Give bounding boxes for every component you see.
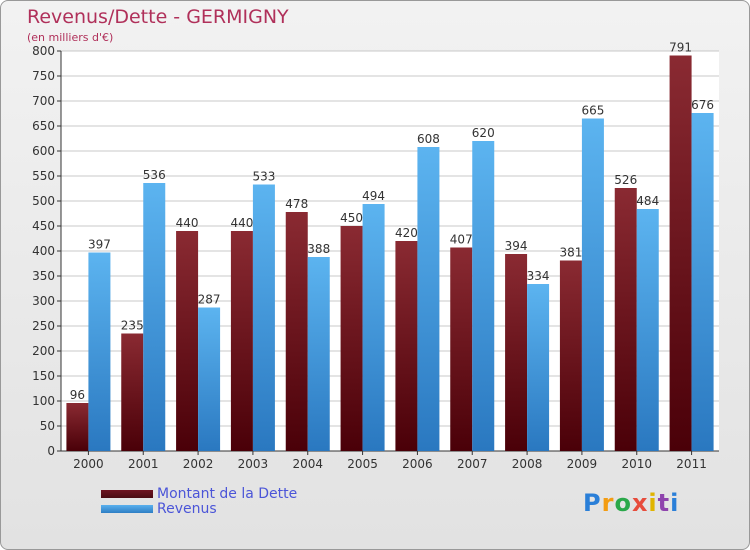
- bar-revenue: [581, 118, 604, 451]
- bar-debt: [285, 212, 308, 451]
- bar-revenue: [198, 307, 221, 451]
- proxiti-logo: Proxiti: [583, 489, 680, 517]
- bar-debt: [669, 55, 692, 451]
- y-tick-label: 100: [32, 394, 55, 408]
- data-label-debt: 381: [559, 246, 582, 260]
- bar-debt: [121, 333, 144, 451]
- y-tick-label: 750: [32, 69, 55, 83]
- y-tick-label: 200: [32, 344, 55, 358]
- data-label-debt: 478: [285, 197, 308, 211]
- x-tick-label: 2011: [676, 457, 707, 471]
- y-tick-label: 550: [32, 169, 55, 183]
- data-label-debt: 450: [340, 211, 363, 225]
- data-label-revenue: 620: [472, 126, 495, 140]
- data-label-revenue: 484: [636, 194, 659, 208]
- x-tick-label: 2007: [457, 457, 488, 471]
- data-label-revenue: 533: [252, 170, 275, 184]
- data-label-debt: 791: [669, 41, 692, 55]
- bar-debt: [614, 188, 637, 451]
- data-label-revenue: 397: [88, 238, 111, 252]
- x-tick-label: 2001: [128, 457, 159, 471]
- data-label-revenue: 536: [143, 168, 166, 182]
- data-label-revenue: 287: [198, 293, 221, 307]
- bar-revenue: [143, 183, 166, 451]
- x-tick-label: 2009: [567, 457, 598, 471]
- legend-item-debt: Montant de la Dette: [101, 487, 297, 502]
- y-tick-label: 0: [47, 444, 55, 458]
- chart-subtitle: (en milliers d'€): [27, 31, 114, 44]
- y-tick-label: 50: [40, 419, 55, 433]
- data-label-revenue: 494: [362, 189, 385, 203]
- chart-title: Revenus/Dette - GERMIGNY: [27, 6, 289, 28]
- data-label-revenue: 676: [691, 98, 714, 112]
- bar-debt: [176, 231, 199, 451]
- y-tick-label: 650: [32, 119, 55, 133]
- legend: Montant de la Dette Revenus: [101, 487, 297, 517]
- bar-revenue: [362, 204, 385, 451]
- x-tick-label: 2008: [512, 457, 543, 471]
- bar-debt: [395, 241, 418, 451]
- y-tick-label: 450: [32, 219, 55, 233]
- data-label-debt: 96: [70, 388, 85, 402]
- x-tick-label: 2002: [183, 457, 214, 471]
- bar-revenue: [527, 284, 550, 451]
- legend-label-debt: Montant de la Dette: [157, 486, 298, 502]
- x-tick-label: 2005: [347, 457, 378, 471]
- y-tick-label: 400: [32, 244, 55, 258]
- legend-label-revenue: Revenus: [157, 501, 217, 517]
- y-tick-label: 500: [32, 194, 55, 208]
- bar-debt: [66, 403, 89, 451]
- y-tick-label: 800: [32, 44, 55, 58]
- data-label-revenue: 388: [307, 242, 330, 256]
- legend-swatch-revenue: [101, 505, 153, 513]
- bar-debt: [450, 247, 473, 451]
- y-tick-label: 350: [32, 269, 55, 283]
- data-label-debt: 440: [176, 216, 199, 230]
- data-label-debt: 526: [614, 173, 637, 187]
- bar-revenue: [417, 147, 440, 451]
- bar-revenue: [88, 252, 111, 451]
- data-label-debt: 420: [395, 226, 418, 240]
- bar-revenue: [472, 141, 495, 451]
- data-label-revenue: 608: [417, 132, 440, 146]
- bar-debt: [505, 254, 528, 451]
- y-tick-label: 300: [32, 294, 55, 308]
- bar-debt: [340, 226, 363, 451]
- bar-debt: [559, 260, 582, 451]
- x-tick-label: 2004: [292, 457, 323, 471]
- y-tick-label: 700: [32, 94, 55, 108]
- x-tick-label: 2006: [402, 457, 433, 471]
- x-tick-label: 2010: [621, 457, 652, 471]
- bar-revenue: [636, 209, 659, 451]
- bar-revenue: [252, 184, 275, 451]
- data-label-debt: 440: [230, 216, 253, 230]
- legend-swatch-debt: [101, 490, 153, 498]
- legend-item-revenue: Revenus: [101, 502, 297, 517]
- y-tick-label: 600: [32, 144, 55, 158]
- y-tick-label: 150: [32, 369, 55, 383]
- data-label-debt: 235: [121, 319, 144, 333]
- bar-revenue: [307, 257, 330, 451]
- x-tick-label: 2003: [238, 457, 269, 471]
- data-label-revenue: 665: [581, 104, 604, 118]
- bar-debt: [230, 231, 253, 451]
- y-tick-label: 250: [32, 319, 55, 333]
- data-label-debt: 407: [450, 233, 473, 247]
- bar-revenue: [691, 113, 714, 451]
- data-label-revenue: 334: [527, 269, 550, 283]
- data-label-debt: 394: [505, 239, 528, 253]
- x-tick-label: 2000: [73, 457, 104, 471]
